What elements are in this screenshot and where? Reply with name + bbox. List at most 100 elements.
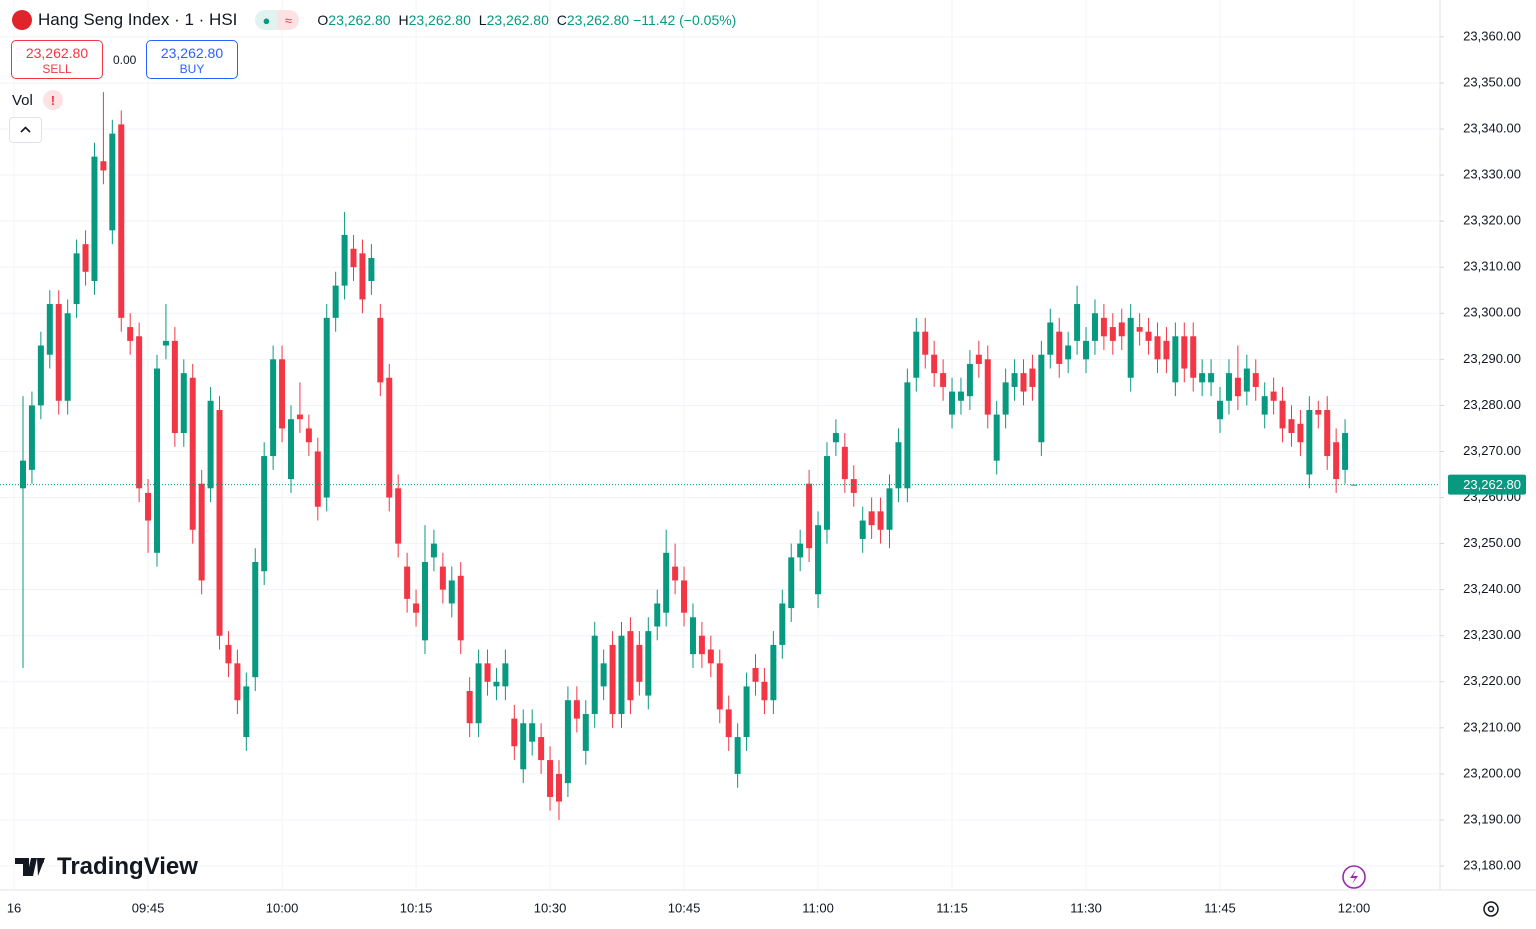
ohlc-key: H: [398, 12, 409, 28]
volume-warning: !: [42, 90, 63, 110]
candle-body: [1252, 373, 1259, 387]
candle-body: [305, 428, 312, 443]
candle: [350, 234, 357, 282]
candle: [957, 377, 964, 415]
candle: [153, 354, 160, 567]
candle: [109, 119, 116, 245]
settings-button[interactable]: [1483, 901, 1499, 917]
sell-button[interactable]: 23,262.80 SELL: [11, 40, 103, 79]
candle: [761, 667, 768, 715]
candle: [430, 529, 437, 572]
candle-body: [1172, 336, 1179, 383]
candle-body: [591, 635, 598, 715]
candle-body: [761, 681, 768, 701]
settings-icon: [1483, 901, 1499, 917]
candle-body: [1145, 331, 1152, 341]
candle-body: [55, 304, 62, 401]
candle: [966, 350, 973, 410]
candle: [1109, 313, 1116, 355]
candle: [1100, 304, 1107, 351]
symbol-title[interactable]: Hang Seng Index · 1 · HSI: [38, 10, 238, 29]
candle: [493, 667, 500, 701]
candle: [189, 363, 196, 544]
candle: [725, 695, 732, 751]
candle-body: [1020, 373, 1027, 392]
candle-body: [118, 124, 125, 318]
candle: [162, 304, 169, 360]
candle: [404, 552, 411, 613]
candle: [1065, 331, 1072, 374]
candle-body: [779, 603, 786, 645]
candle-body: [1333, 442, 1340, 480]
candle: [850, 465, 857, 507]
candle: [538, 723, 545, 774]
spread: 0.00: [113, 53, 137, 67]
candle: [243, 672, 250, 751]
y-tick-label: 23,270.00: [1463, 443, 1521, 458]
candle-body: [698, 635, 705, 655]
candle: [270, 345, 277, 470]
candle: [993, 400, 1000, 475]
candle-body: [466, 690, 473, 724]
candle-body: [966, 363, 973, 397]
candle-body: [993, 414, 1000, 461]
x-tick-label: 12:00: [1338, 900, 1371, 915]
ohlc-legend: O23,262.80 H23,262.80 L23,262.80 C23,262…: [313, 12, 736, 28]
candle-body: [868, 511, 875, 526]
candle: [940, 359, 947, 401]
candle-body: [28, 405, 35, 470]
candle: [314, 437, 321, 521]
collapse-button[interactable]: [9, 117, 42, 143]
candle: [332, 271, 339, 332]
candle-body: [1074, 304, 1081, 341]
candle-body: [975, 354, 982, 364]
ohlc-value: 23,262.80: [566, 12, 630, 28]
candle-body: [20, 460, 26, 489]
buy-price: 23,262.80: [160, 45, 224, 61]
candle: [698, 621, 705, 668]
candle: [421, 525, 428, 655]
candle-body: [529, 723, 536, 742]
candle: [1243, 354, 1250, 406]
candle-body: [1136, 327, 1143, 332]
candle: [1020, 359, 1027, 406]
buy-button[interactable]: 23,262.80 BUY: [146, 40, 238, 79]
candle: [1002, 368, 1009, 429]
candle: [1324, 396, 1331, 470]
candle: [815, 511, 822, 609]
candle: [1172, 322, 1179, 397]
candle: [1047, 308, 1054, 369]
candle-body: [663, 552, 670, 613]
volume-indicator[interactable]: Vol!: [12, 90, 63, 110]
candle: [1234, 345, 1241, 410]
candle-body: [1118, 322, 1125, 337]
candle-body: [225, 644, 232, 664]
candle: [1056, 317, 1063, 378]
candle: [1163, 327, 1170, 374]
candle: [529, 709, 536, 756]
candle-body: [1225, 373, 1232, 401]
candle: [975, 340, 982, 378]
ohlc-value: 23,262.80: [486, 12, 549, 28]
candle-body: [1288, 419, 1295, 434]
candle: [386, 363, 393, 512]
status-pill[interactable]: ● ≈: [255, 10, 300, 30]
candle: [1083, 327, 1090, 374]
candle: [663, 529, 670, 627]
candle: [216, 396, 223, 650]
candle-body: [922, 331, 929, 355]
candle-body: [1297, 423, 1304, 443]
candle: [46, 290, 53, 369]
candle-body: [841, 446, 848, 480]
candle: [1288, 405, 1295, 447]
candle-body: [832, 433, 839, 443]
volume-label: Vol: [12, 91, 33, 109]
candle: [931, 340, 938, 387]
candle: [1181, 322, 1188, 383]
candle: [877, 497, 884, 544]
lightning-button[interactable]: [1342, 865, 1366, 889]
candle-body: [689, 617, 696, 655]
candle-body: [1279, 400, 1286, 429]
candle-body: [73, 253, 80, 305]
